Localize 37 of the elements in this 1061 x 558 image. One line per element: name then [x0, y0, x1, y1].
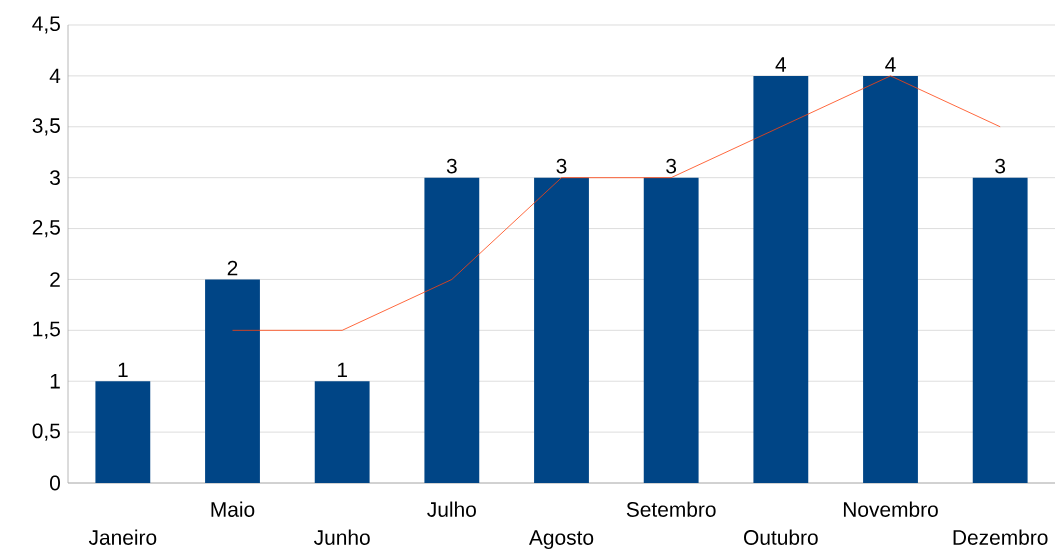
- bar: [314, 381, 370, 483]
- x-tick-label: Julho: [427, 501, 476, 517]
- bar: [643, 177, 699, 483]
- data-label: 4: [775, 57, 787, 72]
- data-label: 2: [227, 260, 238, 276]
- x-tick-label: Outubro: [744, 529, 818, 545]
- y-tick-label: 4,5: [32, 16, 60, 34]
- x-tick-label: Janeiro: [88, 529, 157, 545]
- y-tick-label: 4: [49, 68, 61, 84]
- y-tick-label: 1,5: [33, 321, 60, 339]
- x-tick-label: Agosto: [528, 530, 594, 550]
- y-tick-label: 2,5: [32, 219, 60, 238]
- bar: [95, 381, 151, 483]
- x-tick-label: Novembro: [843, 501, 938, 517]
- x-tick-label: Setembro: [626, 501, 716, 517]
- data-label: 3: [995, 158, 1006, 174]
- x-tick-label: Dezembro: [953, 529, 1048, 545]
- bar: [863, 75, 918, 483]
- data-label: 1: [118, 362, 128, 378]
- y-tick-label: 0: [50, 475, 60, 491]
- bar: [972, 177, 1028, 483]
- x-tick-label: Maio: [211, 501, 255, 517]
- data-label: 1: [337, 362, 347, 378]
- x-tick-label: Junho: [313, 529, 370, 545]
- y-tick-label: 3: [49, 170, 60, 186]
- bar: [205, 279, 260, 483]
- y-tick-label: 2: [50, 272, 60, 287]
- bar: [534, 177, 589, 483]
- data-label: 3: [666, 158, 677, 174]
- y-tick-label: 3,5: [32, 118, 60, 136]
- y-tick-label: 1: [50, 374, 60, 389]
- bar: [424, 177, 480, 483]
- y-tick-label: 0,5: [32, 423, 60, 441]
- data-label: 3: [446, 158, 457, 174]
- data-label: 3: [556, 158, 567, 174]
- bar: [753, 75, 809, 483]
- data-label: 4: [885, 57, 896, 72]
